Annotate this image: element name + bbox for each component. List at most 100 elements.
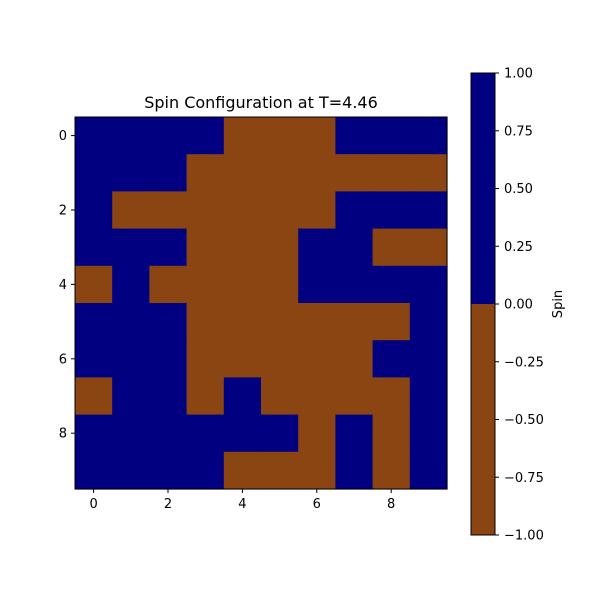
x-tick-label: 4 [238,497,246,512]
heatmap-cell [409,340,448,378]
heatmap-cell [75,303,113,341]
x-tick-label: 0 [89,497,97,512]
heatmap-cell [75,228,113,267]
heatmap-cell [75,451,113,490]
heatmap-cell [409,228,448,267]
heatmap-cell [261,228,299,267]
x-tick-label: 2 [164,497,172,512]
x-tick-label: 8 [387,497,395,512]
heatmap-cell [75,414,113,453]
y-tick-label: 2 [59,204,67,219]
heatmap-cells [75,117,448,490]
heatmap-cell [186,340,225,378]
heatmap-cell [298,265,336,304]
heatmap-cell [335,117,374,155]
heatmap-cell [261,154,299,192]
heatmap-cell [372,228,411,267]
heatmap-cell [186,191,225,230]
heatmap-cell [112,265,150,304]
heatmap-cell [112,228,150,267]
colorbar-positive-segment [471,73,495,304]
heatmap-cell [261,451,299,490]
heatmap-cell [75,154,113,192]
heatmap-cell [409,303,448,341]
heatmap-cell [112,414,150,453]
colorbar-tick-label: −0.50 [504,413,544,428]
heatmap-cell [298,377,336,416]
heatmap-cell [261,191,299,230]
heatmap-cell [223,451,262,490]
colorbar-tick-label: 0.75 [504,124,533,139]
heatmap-cell [298,228,336,267]
heatmap-cell [372,154,411,192]
heatmap-cell [149,154,188,192]
heatmap-cell [335,451,374,490]
heatmap-cell [298,340,336,378]
heatmap-cell [372,340,411,378]
heatmap-cell [372,191,411,230]
heatmap-cell [261,340,299,378]
heatmap-cell [261,117,299,155]
heatmap-cell [149,191,188,230]
heatmap-cell [75,265,113,304]
heatmap-cell [186,377,225,416]
heatmap-cell [149,414,188,453]
colorbar-negative-segment [471,304,495,535]
heatmap-cell [409,414,448,453]
colorbar-tick-label: −0.75 [504,471,544,486]
y-tick-label: 8 [59,427,67,442]
heatmap-cell [223,377,262,416]
colorbar-tick-label: 0.50 [504,182,533,197]
heatmap-cell [112,117,150,155]
heatmap-cell [112,191,150,230]
heatmap-cell [186,451,225,490]
heatmap-cell [261,265,299,304]
heatmap-cell [335,414,374,453]
heatmap-cell [112,303,150,341]
heatmap-cell [223,265,262,304]
heatmap-cell [335,340,374,378]
heatmap-cell [372,117,411,155]
heatmap-cell [112,451,150,490]
heatmap-cell [223,191,262,230]
heatmap-cell [186,414,225,453]
heatmap-cell [223,117,262,155]
y-tick-label: 6 [59,352,67,367]
heatmap-cell [409,191,448,230]
x-tick-label: 6 [313,497,321,512]
heatmap-cell [149,117,188,155]
heatmap-cell [372,414,411,453]
heatmap-cell [149,451,188,490]
heatmap-cell [298,154,336,192]
heatmap-cell [409,117,448,155]
heatmap-cell [298,117,336,155]
heatmap-cell [335,228,374,267]
x-axis-ticks: 0 2 4 6 8 [89,489,395,512]
chart-title: Spin Configuration at T=4.46 [144,93,378,112]
heatmap-cell [186,117,225,155]
heatmap-cell [409,377,448,416]
heatmap-cell [335,191,374,230]
colorbar-tick-label: 0.00 [504,298,533,313]
heatmap-cell [112,154,150,192]
heatmap-cell [149,340,188,378]
heatmap-cell [409,451,448,490]
heatmap-cell [223,340,262,378]
heatmap-cell [298,451,336,490]
heatmap-cell [372,451,411,490]
heatmap-cell [335,377,374,416]
colorbar-tick-label: 0.25 [504,240,533,255]
colorbar-tick-label: −0.25 [504,355,544,370]
heatmap-cell [335,303,374,341]
heatmap-cell [261,414,299,453]
heatmap-cell [75,117,113,155]
heatmap-cell [112,377,150,416]
heatmap-cell [223,303,262,341]
heatmap-cell [149,265,188,304]
heatmap-cell [75,191,113,230]
y-tick-label: 4 [59,278,67,293]
heatmap-cell [372,303,411,341]
colorbar-tick-label: 1.00 [504,67,533,82]
heatmap-cell [261,377,299,416]
